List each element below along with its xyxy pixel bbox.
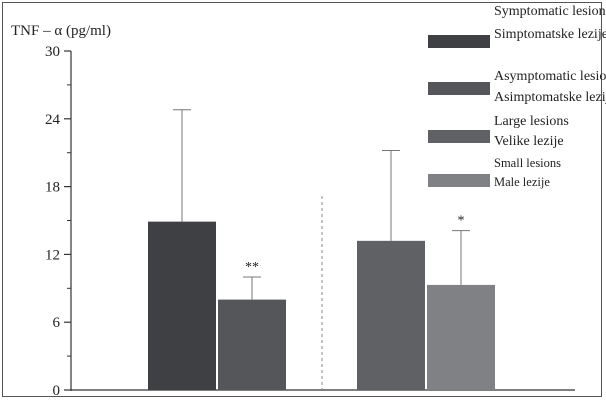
legend-label-alt-small: Male lezije bbox=[494, 175, 550, 189]
bar-asymptomatic bbox=[218, 299, 286, 390]
legend-swatch-symptomatic bbox=[428, 35, 490, 48]
y-tick-label: 6 bbox=[53, 315, 61, 331]
y-tick-label: 24 bbox=[45, 112, 61, 128]
y-tick-label: 30 bbox=[45, 44, 60, 60]
legend-swatch-large bbox=[428, 130, 490, 143]
legend-label-alt-symptomatic: Simptomatske lezije bbox=[494, 27, 606, 42]
y-tick-label: 18 bbox=[45, 180, 60, 196]
legend-swatch-small bbox=[428, 174, 490, 187]
bar-symptomatic bbox=[148, 221, 216, 390]
significance-label: ** bbox=[245, 260, 259, 275]
legend-label-symptomatic: Symptomatic lesions bbox=[494, 4, 606, 19]
legend-label-alt-asymptomatic: Asimptomatske lezije bbox=[494, 90, 606, 105]
legend-label-large: Large lesions bbox=[494, 114, 569, 129]
bar-large bbox=[357, 240, 425, 390]
y-axis-label: TNF – α (pg/ml) bbox=[11, 23, 111, 39]
significance-label: * bbox=[458, 214, 465, 229]
chart-frame bbox=[2, 2, 602, 397]
legend-label-alt-large: Velike lezije bbox=[494, 134, 564, 149]
legend-label-small: Small lesions bbox=[494, 156, 561, 170]
y-tick-label: 12 bbox=[45, 247, 60, 263]
legend-label-asymptomatic: Asymptomatic lesions bbox=[494, 69, 606, 84]
legend-swatch-asymptomatic bbox=[428, 82, 490, 95]
y-tick-label: 0 bbox=[53, 383, 61, 399]
bar-small bbox=[427, 284, 495, 390]
